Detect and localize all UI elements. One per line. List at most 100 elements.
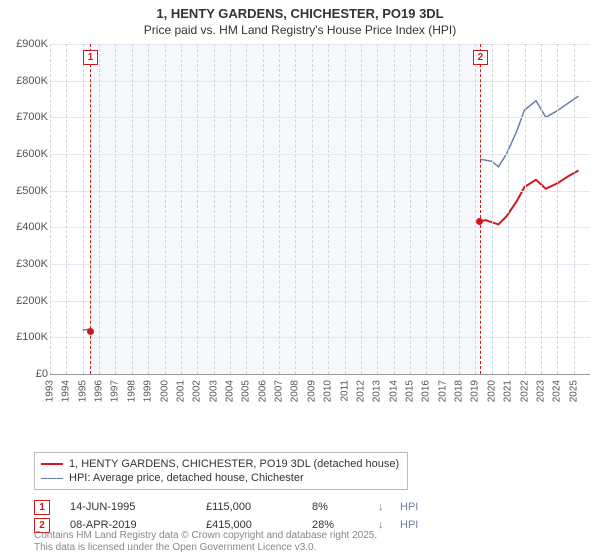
x-gridline	[443, 44, 444, 374]
x-tick-label: 2001	[175, 380, 186, 402]
x-gridline	[50, 44, 51, 374]
down-arrow-icon: ↓	[378, 501, 394, 513]
x-gridline	[328, 44, 329, 374]
x-tick-label: 2011	[339, 380, 350, 402]
down-arrow-icon: ↓	[378, 519, 394, 531]
y-tick-label: £800K	[0, 75, 48, 87]
y-tick-label: £300K	[0, 258, 48, 270]
x-gridline	[345, 44, 346, 374]
x-gridline	[557, 44, 558, 374]
x-gridline	[361, 44, 362, 374]
transaction-pct: 8%	[312, 501, 372, 513]
x-tick-label: 2009	[306, 380, 317, 402]
x-tick-label: 2024	[552, 380, 563, 402]
x-gridline	[99, 44, 100, 374]
y-tick-label: £200K	[0, 295, 48, 307]
x-tick-label: 2014	[388, 380, 399, 402]
x-gridline	[66, 44, 67, 374]
x-gridline	[279, 44, 280, 374]
x-tick-label: 2007	[274, 380, 285, 402]
x-gridline	[246, 44, 247, 374]
x-gridline	[508, 44, 509, 374]
legend: 1, HENTY GARDENS, CHICHESTER, PO19 3DL (…	[34, 452, 408, 490]
x-gridline	[492, 44, 493, 374]
plot-area: 12	[50, 44, 590, 374]
x-gridline	[574, 44, 575, 374]
x-tick-label: 1998	[126, 380, 137, 402]
x-tick-label: 2015	[405, 380, 416, 402]
x-gridline	[148, 44, 149, 374]
x-axis-baseline	[50, 374, 590, 375]
transaction-table: 114-JUN-1995£115,0008%↓HPI208-APR-2019£4…	[34, 498, 440, 534]
transaction-date: 14-JUN-1995	[56, 501, 200, 513]
x-tick-label: 1996	[94, 380, 105, 402]
marker-label: 1	[83, 50, 98, 65]
marker-dropline	[480, 44, 481, 374]
x-gridline	[394, 44, 395, 374]
x-gridline	[165, 44, 166, 374]
x-tick-label: 2003	[208, 380, 219, 402]
x-tick-label: 2021	[503, 380, 514, 402]
chart-area: 12 £0£100K£200K£300K£400K£500K£600K£700K…	[0, 44, 600, 414]
transaction-index: 1	[34, 500, 50, 515]
x-tick-label: 2019	[470, 380, 481, 402]
x-tick-label: 2005	[241, 380, 252, 402]
legend-swatch	[41, 478, 63, 479]
x-tick-label: 1994	[61, 380, 72, 402]
x-tick-label: 2017	[437, 380, 448, 402]
marker-label: 2	[473, 50, 488, 65]
x-tick-label: 2002	[192, 380, 203, 402]
x-tick-label: 2013	[372, 380, 383, 402]
x-tick-label: 1999	[143, 380, 154, 402]
x-gridline	[295, 44, 296, 374]
transaction-ref: HPI	[400, 519, 440, 531]
x-gridline	[181, 44, 182, 374]
transaction-ref: HPI	[400, 501, 440, 513]
legend-swatch	[41, 463, 63, 465]
x-gridline	[263, 44, 264, 374]
x-gridline	[475, 44, 476, 374]
x-gridline	[410, 44, 411, 374]
x-tick-label: 2000	[159, 380, 170, 402]
transaction-price: £115,000	[206, 501, 306, 513]
x-gridline	[214, 44, 215, 374]
transaction-row: 1 14-JUN-1995 £115,000 8% ↓ HPI	[34, 498, 440, 516]
footer-attribution: Contains HM Land Registry data © Crown c…	[34, 530, 377, 554]
x-tick-label: 2018	[454, 380, 465, 402]
legend-item: 1, HENTY GARDENS, CHICHESTER, PO19 3DL (…	[41, 457, 401, 471]
legend-item: HPI: Average price, detached house, Chic…	[41, 471, 401, 485]
x-gridline	[377, 44, 378, 374]
chart-container: 1, HENTY GARDENS, CHICHESTER, PO19 3DL P…	[0, 0, 600, 560]
x-gridline	[115, 44, 116, 374]
x-tick-label: 2016	[421, 380, 432, 402]
footer-line1: Contains HM Land Registry data © Crown c…	[34, 530, 377, 542]
x-gridline	[312, 44, 313, 374]
x-tick-label: 2025	[568, 380, 579, 402]
x-gridline	[541, 44, 542, 374]
marker-dot	[87, 328, 94, 335]
x-tick-label: 1993	[45, 380, 56, 402]
y-tick-label: £600K	[0, 148, 48, 160]
x-tick-label: 2010	[323, 380, 334, 402]
y-tick-label: £500K	[0, 185, 48, 197]
x-gridline	[230, 44, 231, 374]
x-gridline	[426, 44, 427, 374]
x-gridline	[197, 44, 198, 374]
legend-label: HPI: Average price, detached house, Chic…	[69, 472, 304, 484]
x-tick-label: 2020	[486, 380, 497, 402]
footer-line2: This data is licensed under the Open Gov…	[34, 542, 377, 554]
chart-subtitle: Price paid vs. HM Land Registry's House …	[0, 23, 600, 41]
marker-dropline	[90, 44, 91, 374]
x-tick-label: 2022	[519, 380, 530, 402]
y-tick-label: £100K	[0, 331, 48, 343]
x-tick-label: 2008	[290, 380, 301, 402]
x-tick-label: 1997	[110, 380, 121, 402]
x-gridline	[132, 44, 133, 374]
x-tick-label: 2023	[535, 380, 546, 402]
x-gridline	[83, 44, 84, 374]
x-gridline	[525, 44, 526, 374]
y-tick-label: £400K	[0, 221, 48, 233]
legend-label: 1, HENTY GARDENS, CHICHESTER, PO19 3DL (…	[69, 458, 399, 470]
y-tick-label: £0	[0, 368, 48, 380]
y-tick-label: £900K	[0, 38, 48, 50]
